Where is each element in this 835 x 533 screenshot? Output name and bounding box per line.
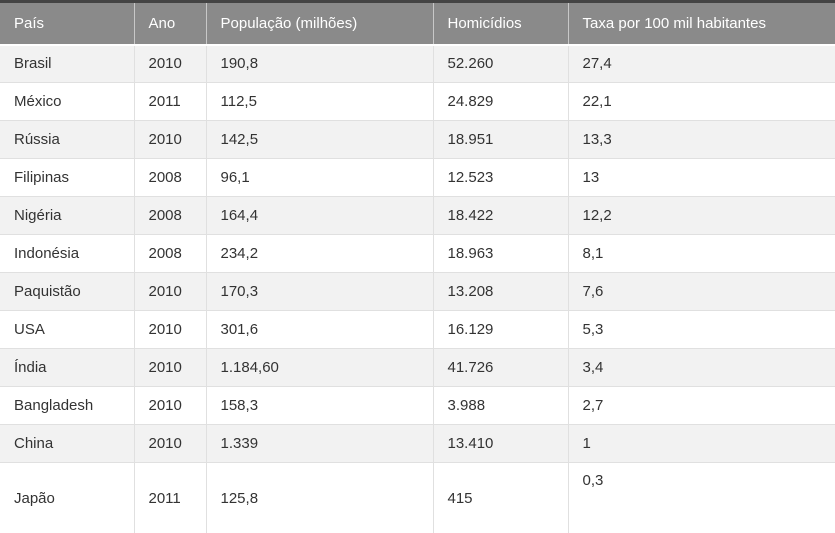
- cell-populacao: 1.184,60: [205, 348, 433, 387]
- cell-populacao: 142,5: [205, 120, 433, 159]
- cell-homicidios: 415: [432, 462, 568, 533]
- cell-ano: 2011: [133, 462, 206, 533]
- cell-taxa: 5,3: [567, 310, 835, 349]
- cell-taxa: 13: [567, 158, 835, 197]
- cell-homicidios: 41.726: [432, 348, 568, 387]
- table-row: México 2011 112,5 24.829 22,1: [0, 82, 835, 121]
- table-row: Bangladesh 2010 158,3 3.988 2,7: [0, 386, 835, 425]
- cell-pais: USA: [0, 310, 134, 349]
- cell-pais: Rússia: [0, 120, 134, 159]
- cell-ano: 2008: [133, 158, 206, 197]
- cell-pais: Bangladesh: [0, 386, 134, 425]
- cell-populacao: 301,6: [205, 310, 433, 349]
- cell-homicidios: 52.260: [432, 44, 568, 83]
- cell-homicidios: 18.963: [432, 234, 568, 273]
- cell-populacao: 158,3: [205, 386, 433, 425]
- cell-ano: 2008: [133, 196, 206, 235]
- cell-pais: Paquistão: [0, 272, 134, 311]
- table-body: Brasil 2010 190,8 52.260 27,4 México 2011 112,5…: [0, 44, 835, 533]
- cell-ano: 2011: [133, 82, 206, 121]
- table-row: Filipinas 2008 96,1 12.523 13: [0, 158, 835, 197]
- column-header-ano: Ano: [133, 0, 206, 46]
- table-row: Indonésia 2008 234,2 18.963 8,1: [0, 234, 835, 273]
- cell-taxa: 1: [567, 424, 835, 463]
- cell-ano: 2010: [133, 386, 206, 425]
- cell-pais: Indonésia: [0, 234, 134, 273]
- table-header: País Ano População (milhões) Homicídios …: [0, 0, 835, 46]
- cell-pais: Brasil: [0, 44, 134, 83]
- cell-taxa: 8,1: [567, 234, 835, 273]
- cell-pais: Índia: [0, 348, 134, 387]
- cell-taxa: 2,7: [567, 386, 835, 425]
- table-row: Rússia 2010 142,5 18.951 13,3: [0, 120, 835, 159]
- cell-homicidios: 18.422: [432, 196, 568, 235]
- table-row: Índia 2010 1.184,60 41.726 3,4: [0, 348, 835, 387]
- cell-homicidios: 24.829: [432, 82, 568, 121]
- cell-homicidios: 3.988: [432, 386, 568, 425]
- cell-taxa: 0,3: [567, 462, 835, 533]
- cell-taxa: 12,2: [567, 196, 835, 235]
- cell-taxa: 22,1: [567, 82, 835, 121]
- cell-ano: 2010: [133, 310, 206, 349]
- cell-populacao: 112,5: [205, 82, 433, 121]
- column-header-taxa: Taxa por 100 mil habitantes: [567, 0, 835, 46]
- cell-populacao: 170,3: [205, 272, 433, 311]
- cell-populacao: 125,8: [205, 462, 433, 533]
- cell-ano: 2010: [133, 348, 206, 387]
- cell-populacao: 190,8: [205, 44, 433, 83]
- cell-pais: Japão: [0, 462, 134, 533]
- cell-ano: 2010: [133, 120, 206, 159]
- cell-taxa: 7,6: [567, 272, 835, 311]
- table-row: Brasil 2010 190,8 52.260 27,4: [0, 44, 835, 83]
- cell-ano: 2008: [133, 234, 206, 273]
- cell-pais: China: [0, 424, 134, 463]
- cell-taxa: 13,3: [567, 120, 835, 159]
- cell-homicidios: 18.951: [432, 120, 568, 159]
- cell-populacao: 1.339: [205, 424, 433, 463]
- cell-homicidios: 13.410: [432, 424, 568, 463]
- cell-pais: Filipinas: [0, 158, 134, 197]
- column-header-populacao: População (milhões): [205, 0, 433, 46]
- table-row: Nigéria 2008 164,4 18.422 12,2: [0, 196, 835, 235]
- cell-ano: 2010: [133, 272, 206, 311]
- table-row: Paquistão 2010 170,3 13.208 7,6: [0, 272, 835, 311]
- cell-taxa: 27,4: [567, 44, 835, 83]
- cell-taxa: 3,4: [567, 348, 835, 387]
- table-row: China 2010 1.339 13.410 1: [0, 424, 835, 463]
- header-row: País Ano População (milhões) Homicídios …: [0, 0, 835, 46]
- cell-homicidios: 16.129: [432, 310, 568, 349]
- cell-populacao: 96,1: [205, 158, 433, 197]
- column-header-homicidios: Homicídios: [432, 0, 568, 46]
- cell-homicidios: 13.208: [432, 272, 568, 311]
- table-row: USA 2010 301,6 16.129 5,3: [0, 310, 835, 349]
- cell-pais: México: [0, 82, 134, 121]
- cell-ano: 2010: [133, 424, 206, 463]
- table-row: Japão 2011 125,8 415 0,3: [0, 462, 835, 533]
- cell-pais: Nigéria: [0, 196, 134, 235]
- cell-populacao: 234,2: [205, 234, 433, 273]
- cell-populacao: 164,4: [205, 196, 433, 235]
- column-header-pais: País: [0, 0, 134, 46]
- cell-homicidios: 12.523: [432, 158, 568, 197]
- cell-ano: 2010: [133, 44, 206, 83]
